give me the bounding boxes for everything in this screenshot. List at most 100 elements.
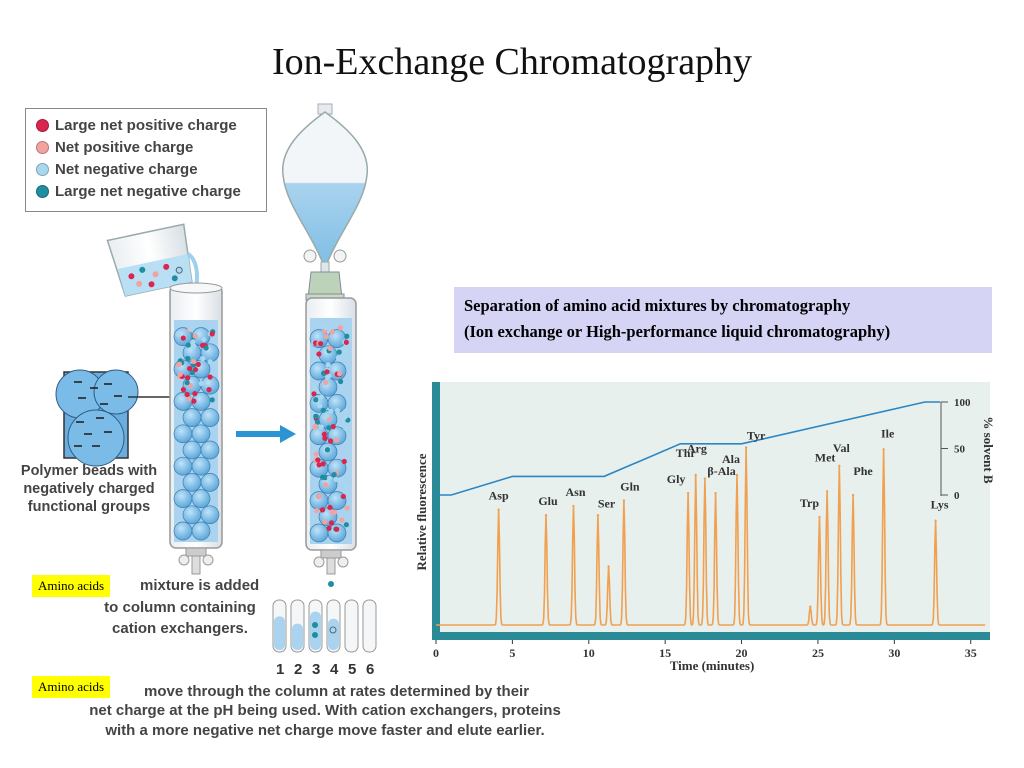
- amino-acid-dot-icon: [185, 375, 191, 381]
- amino-acid-dot-icon: [207, 374, 213, 380]
- amino-acid-dot-icon: [318, 424, 324, 430]
- bead-icon: [200, 473, 220, 492]
- legend-label: Large net negative charge: [55, 183, 241, 200]
- peak-point: [809, 605, 812, 608]
- amino-acid-dot-icon: [188, 325, 194, 332]
- peak-point: [572, 504, 575, 508]
- amino-acid-dot-icon: [323, 334, 329, 340]
- amino-acid-dot-icon: [335, 355, 342, 361]
- peak-point: [818, 515, 821, 519]
- amino-acid-dot-icon: [313, 413, 319, 419]
- arrow-head-icon: [280, 425, 296, 443]
- y-axis-label: Relative fluorescence: [414, 453, 429, 570]
- bead-icon: [182, 408, 202, 427]
- amino-acid-dot-icon: [319, 507, 326, 513]
- amino-acid-dot-icon: [177, 371, 183, 377]
- amino-acid-dot-icon: [323, 413, 330, 419]
- amino-acid-dot-icon: [203, 345, 209, 351]
- x-tick-label: 30: [888, 646, 900, 660]
- amino-acid-dot-icon: [341, 458, 347, 465]
- amino-acid-dot-icon: [343, 339, 349, 345]
- peak-point: [544, 514, 548, 517]
- solvent-gradient-line: [436, 401, 941, 496]
- amino-acid-dot-icon: [327, 504, 333, 511]
- amino-acid-dot-icon: [317, 403, 323, 409]
- amino-acid-dot-icon: [318, 394, 324, 400]
- amino-acid-dot-icon: [334, 407, 341, 414]
- peak-point: [596, 514, 600, 517]
- amino-acid-dot-icon: [337, 325, 343, 331]
- peak-label: Trp: [800, 496, 819, 510]
- bead-label-line: functional groups: [27, 499, 151, 515]
- x-tick-label: 35: [965, 646, 977, 660]
- amino-acid-dot-icon: [185, 355, 191, 362]
- amino-acids-tag-1: Amino acids: [32, 575, 111, 597]
- column-1-icon: [169, 282, 223, 575]
- amino-acid-dot-icon: [339, 517, 345, 523]
- chromatogram-chart: 0 50 100 0 5 10 15 20 25 30 35 Asp Glu Asn Ser Gln Gly…: [414, 382, 996, 673]
- amino-acid-dot-icon: [312, 622, 318, 628]
- x-tick-label: 25: [812, 646, 824, 660]
- amino-acid-dot-icon: [200, 355, 206, 362]
- amino-acid-dot-icon: [186, 396, 192, 402]
- bead-icon: [173, 424, 193, 444]
- bead-icon: [200, 505, 220, 525]
- peak-point: [703, 477, 707, 480]
- large-positive-dot-icon: [36, 119, 49, 132]
- tube-liquid: [274, 616, 285, 650]
- tube-liquid: [292, 623, 303, 650]
- amino-acid-dot-icon: [312, 632, 318, 638]
- amino-acid-dot-icon: [324, 374, 331, 381]
- amino-acid-dot-icon: [343, 484, 349, 491]
- tube-number-1: 1: [276, 661, 285, 678]
- amino-acid-dot-icon: [324, 447, 331, 453]
- bead-icon: [200, 408, 220, 427]
- amino-acid-dot-icon: [191, 398, 197, 404]
- amino-acid-dot-icon: [327, 345, 333, 351]
- bead-icon: [327, 523, 347, 543]
- amino-acid-dot-icon: [328, 520, 335, 526]
- negative-dot-icon: [36, 163, 49, 176]
- amino-acid-dot-icon: [192, 333, 198, 339]
- peak-label: Ser: [598, 497, 616, 511]
- bead-zoom-inset: [55, 369, 197, 467]
- positive-dot-icon: [36, 141, 49, 154]
- x-axis-bar: [432, 632, 990, 640]
- peak-point: [622, 499, 626, 502]
- bead-icon: [191, 521, 211, 541]
- peak-point: [686, 492, 690, 495]
- peak-label: Thr: [676, 446, 697, 460]
- tube-number-3: 3: [312, 661, 321, 678]
- amino-acid-dot-icon: [330, 424, 336, 430]
- tube-number-4: 4: [330, 661, 339, 678]
- peak-point: [882, 448, 885, 451]
- tube-liquid: [310, 611, 321, 650]
- bead-icon: [318, 377, 338, 397]
- amino-acid-dot-icon: [322, 519, 328, 525]
- polymer-beads-label: Polymer beads with negatively charged fu…: [16, 462, 162, 516]
- peak-label: Ile: [881, 426, 895, 440]
- step2-line: with a more negative net charge move fas…: [105, 722, 545, 739]
- amino-acid-dot-icon: [338, 477, 344, 483]
- x-tick-label: 0: [433, 646, 439, 660]
- peak-point: [744, 446, 748, 449]
- tube-number-2: 2: [294, 661, 303, 678]
- bead-icon: [173, 456, 193, 476]
- x-tick-label: 20: [736, 646, 748, 660]
- large-negative-dot-icon: [36, 185, 49, 198]
- bead-icon: [182, 440, 202, 460]
- amino-acid-dot-icon: [180, 335, 186, 341]
- bead-icon: [191, 489, 211, 508]
- legend-item-large-negative: Large net negative charge: [36, 183, 241, 200]
- peak-point: [825, 490, 829, 493]
- amino-acid-dot-icon: [180, 387, 187, 393]
- amino-acid-dot-icon: [175, 331, 181, 337]
- amino-acid-dot-icon: [186, 365, 193, 372]
- bead-icon: [309, 523, 329, 543]
- amino-acid-dot-icon: [337, 371, 343, 377]
- amino-acid-dot-icon: [340, 493, 346, 500]
- peak-label: Phe: [853, 464, 873, 478]
- peak-label: Glu: [538, 494, 558, 508]
- peak-point: [838, 464, 841, 467]
- amino-acid-dot-icon: [323, 481, 329, 488]
